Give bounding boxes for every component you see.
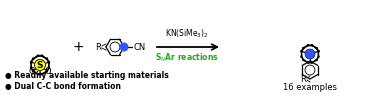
Text: O: O xyxy=(45,66,51,76)
Text: +: + xyxy=(72,40,84,54)
Text: CN: CN xyxy=(133,43,145,51)
Text: ● Dual C-C bond formation: ● Dual C-C bond formation xyxy=(5,82,121,92)
Text: R: R xyxy=(300,74,306,84)
Text: KN(SiMe$_3$)$_2$: KN(SiMe$_3$)$_2$ xyxy=(165,27,209,40)
Text: S: S xyxy=(37,61,43,69)
Circle shape xyxy=(34,59,45,71)
Text: R: R xyxy=(95,43,101,51)
Text: S$_N$Ar reactions: S$_N$Ar reactions xyxy=(155,51,219,64)
Circle shape xyxy=(306,50,314,58)
Text: 16 examples: 16 examples xyxy=(283,83,337,92)
Text: ● Readily available starting materials: ● Readily available starting materials xyxy=(5,72,169,80)
Circle shape xyxy=(120,43,128,51)
Text: O: O xyxy=(29,66,35,76)
